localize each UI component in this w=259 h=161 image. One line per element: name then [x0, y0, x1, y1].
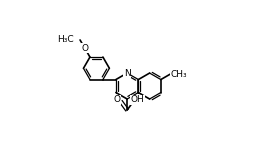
Text: O: O: [113, 95, 120, 104]
Text: CH₃: CH₃: [170, 70, 187, 79]
Text: OH: OH: [131, 95, 144, 104]
Text: H₃C: H₃C: [57, 35, 74, 44]
Text: O: O: [81, 44, 88, 53]
Text: N: N: [124, 69, 131, 78]
